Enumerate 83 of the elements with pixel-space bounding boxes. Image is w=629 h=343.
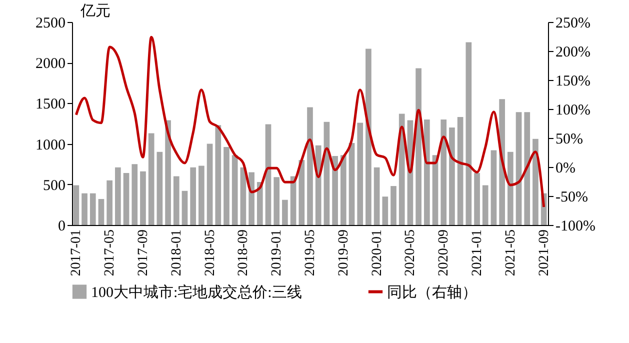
x-tick-label: 2018-01: [169, 230, 184, 276]
bar: [256, 182, 263, 225]
bar: [482, 185, 488, 225]
x-tick-label: 2019-05: [303, 230, 318, 276]
bar: [440, 119, 447, 225]
y-axis-title: 亿元: [80, 4, 110, 20]
bar: [224, 147, 230, 225]
bar: [240, 167, 246, 225]
bar: [182, 190, 188, 225]
y-tick-label: 500: [43, 178, 66, 194]
bar: [315, 145, 322, 225]
bar: [115, 167, 121, 225]
bar: [424, 119, 430, 225]
bar: [98, 199, 104, 225]
y2-tick-label: 0%: [556, 160, 576, 176]
bar: [215, 125, 222, 225]
y2-tick-label: 200%: [556, 44, 590, 60]
bar: [190, 167, 196, 225]
x-tick-label: 2021-01: [470, 230, 486, 276]
x-tick-label: 2020-05: [403, 230, 418, 276]
bar: [232, 155, 238, 225]
bar: [366, 48, 372, 225]
legend-label: 100大中城市:宅地成交总价:三线: [91, 284, 302, 301]
x-tick-label: 2017-01: [69, 230, 84, 276]
bar: [374, 167, 380, 225]
bar: [123, 173, 130, 225]
bar: [390, 186, 396, 225]
bar: [90, 193, 96, 225]
y2-tick-label: 250%: [556, 16, 590, 32]
x-tick-label: 2019-01: [270, 230, 285, 276]
y2-tick-label: 150%: [556, 74, 590, 90]
x-tick-label: 2017-09: [136, 230, 151, 276]
y-tick-label: 2000: [36, 56, 66, 72]
bar: [457, 117, 464, 225]
x-tick-label: 2018-09: [236, 230, 252, 276]
bar: [490, 150, 497, 225]
bar: [265, 124, 272, 225]
bar: [82, 193, 88, 225]
bar: [173, 176, 180, 225]
line-series: [74, 36, 546, 208]
bar: [466, 42, 472, 225]
bar: [348, 142, 355, 225]
bar: [148, 133, 154, 225]
bar: [340, 155, 346, 225]
bar: [73, 185, 80, 225]
bar: [474, 173, 480, 225]
bar: [132, 164, 138, 225]
bar: [449, 128, 455, 225]
legend-label: 同比（右轴）: [387, 284, 477, 301]
bar: [198, 166, 204, 225]
bar: [524, 112, 530, 225]
x-tick-label: 2018-05: [202, 230, 218, 276]
x-tick-label: 2017-05: [102, 230, 118, 276]
x-tick-label: 2019-09: [336, 230, 352, 276]
x-tick-label: 2020-01: [370, 230, 385, 276]
bar: [508, 152, 514, 225]
bar: [282, 200, 288, 225]
bar: [416, 68, 422, 225]
y2-tick-label: -100%: [556, 218, 596, 234]
bar: [516, 112, 522, 225]
y-tick-label: 1500: [36, 96, 66, 113]
y2-tick-label: 50%: [556, 132, 583, 148]
y2-tick-label: 100%: [556, 102, 590, 118]
bar: [532, 138, 538, 225]
bar: [206, 144, 213, 225]
bar: [357, 122, 364, 225]
bar: [307, 107, 313, 225]
x-tick-label: 2021-09: [536, 230, 552, 276]
bar: [156, 152, 163, 225]
bar: [382, 196, 388, 225]
y-tick-label: 1000: [36, 137, 66, 154]
x-tick-label: 2020-09: [436, 230, 452, 276]
y-tick-label: 0: [58, 218, 66, 234]
bar: [298, 160, 305, 225]
bar: [332, 156, 338, 225]
bar: [140, 171, 146, 225]
bar: [106, 180, 112, 225]
x-tick-label: 2021-05: [503, 230, 518, 276]
bar: [274, 177, 280, 225]
bar: [165, 120, 171, 225]
y2-tick-label: -50%: [556, 190, 588, 206]
bar: [248, 172, 254, 225]
y-tick-label: 2500: [36, 16, 66, 32]
